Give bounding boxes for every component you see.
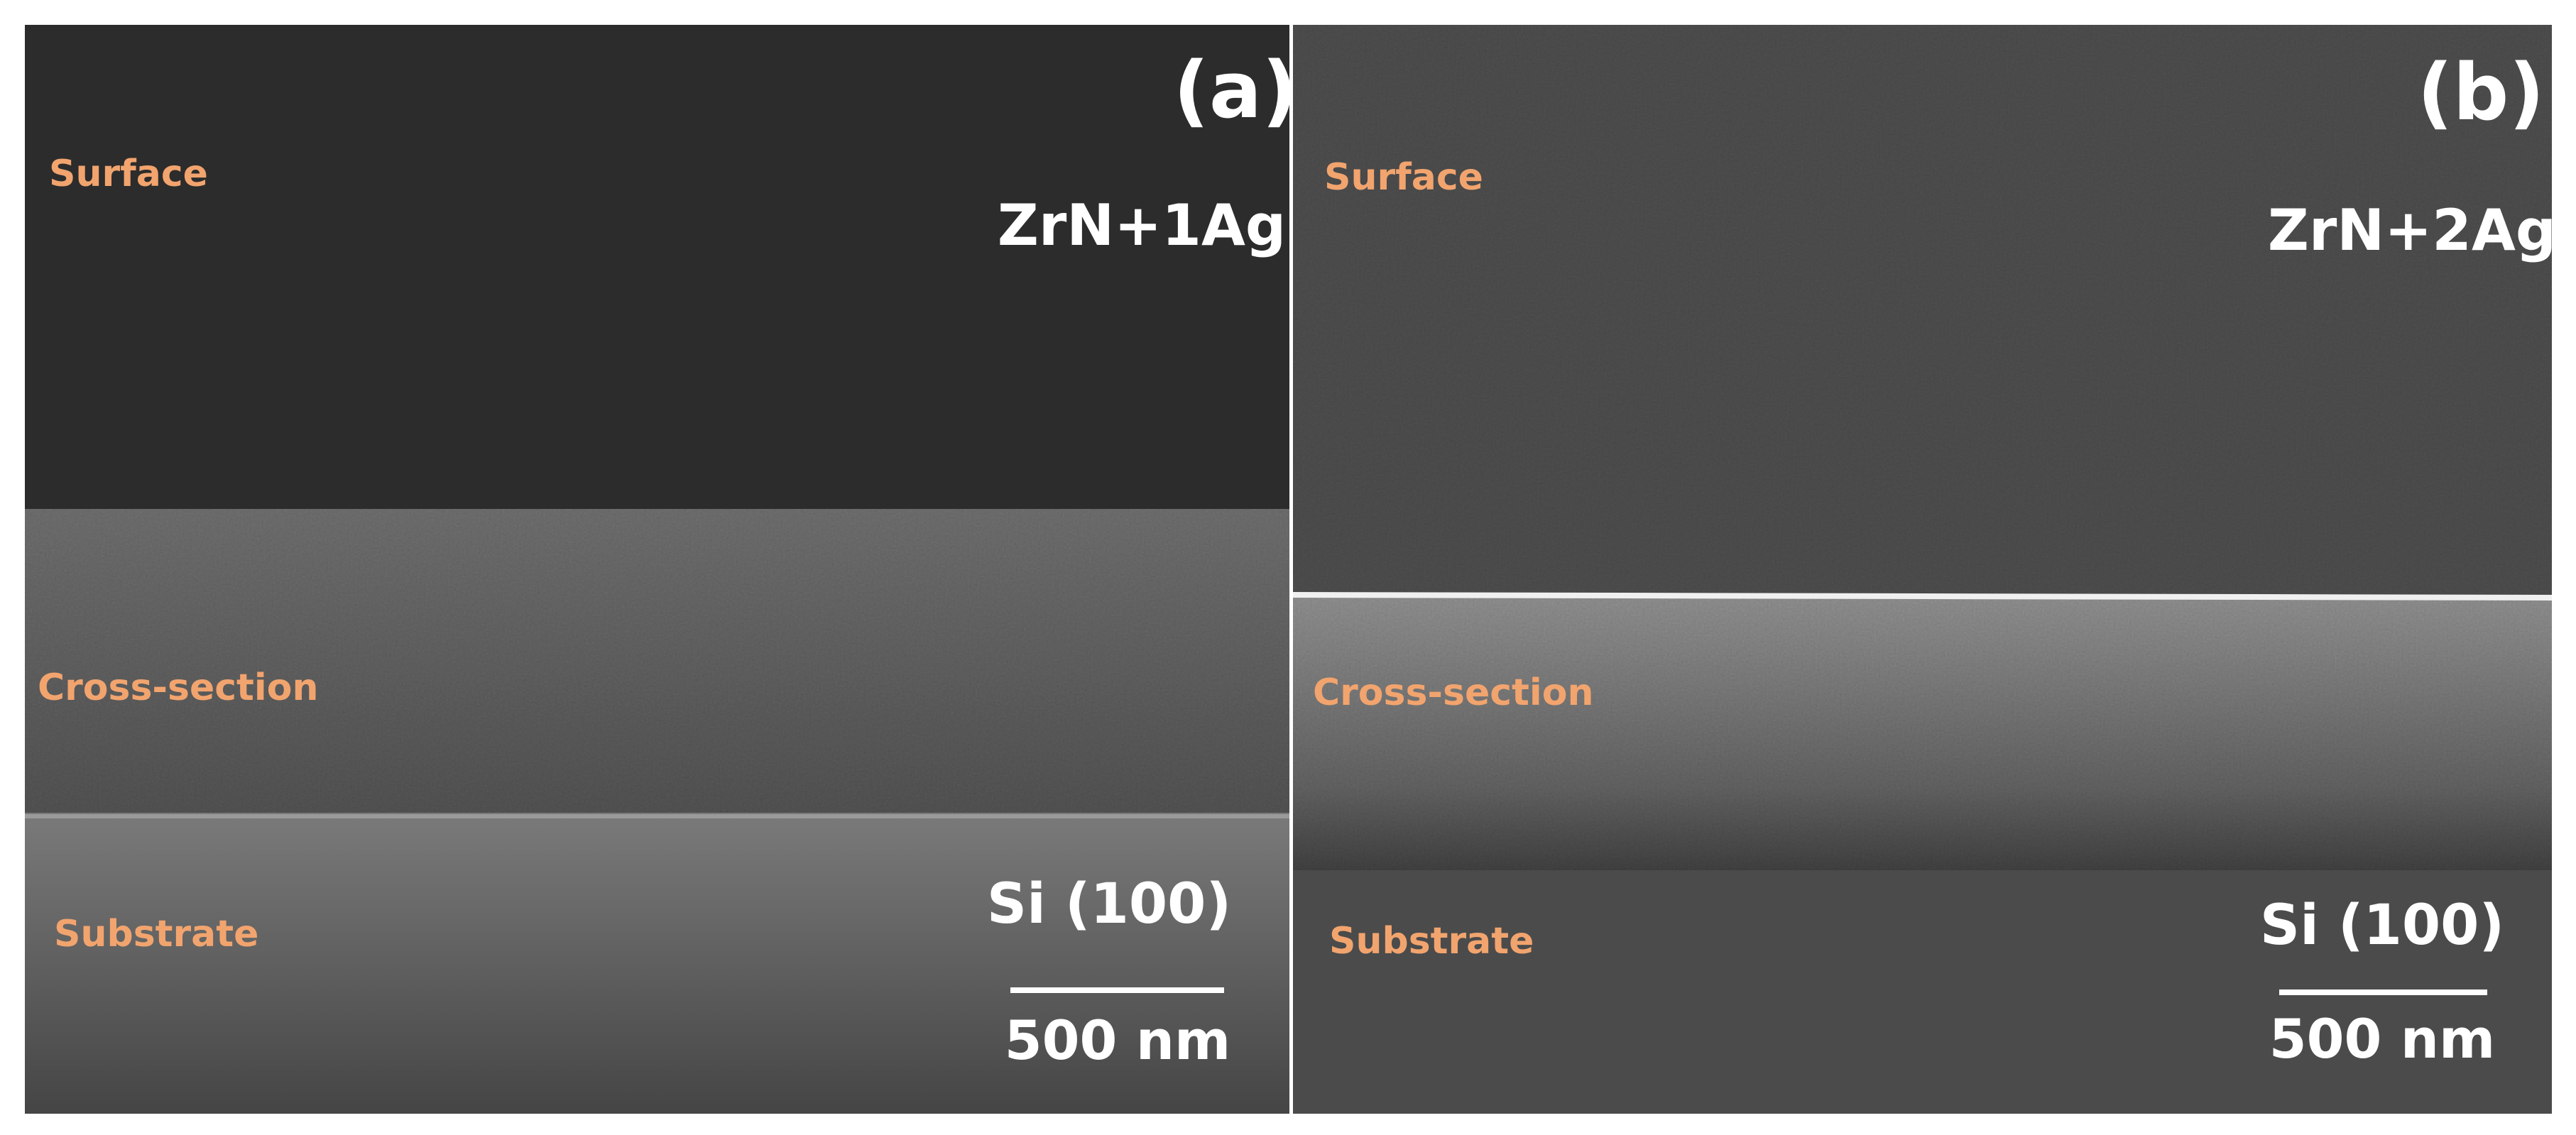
cross-section-layer bbox=[1293, 595, 2552, 870]
panel-b: (b) ZrN+2Ag Surface Cross-section Substr… bbox=[1292, 25, 2556, 1114]
scale-label: 500 nm bbox=[2269, 1007, 2495, 1070]
region-label: Cross-section bbox=[38, 667, 318, 709]
region-label: Substrate bbox=[54, 913, 258, 955]
substrate-label: Si (100) bbox=[2260, 894, 2504, 958]
substrate-label: Si (100) bbox=[987, 872, 1231, 936]
surface-edge bbox=[1292, 592, 2553, 601]
region-label: Substrate bbox=[1329, 920, 1534, 963]
substrate-layer bbox=[25, 813, 1289, 1114]
scale-label: 500 nm bbox=[1005, 1009, 1230, 1072]
sample-label: ZrN+2Ag bbox=[2268, 197, 2556, 263]
cross-section-layer bbox=[25, 509, 1289, 813]
region-label: Cross-section bbox=[1313, 671, 1593, 714]
region-label: Surface bbox=[1324, 156, 1483, 199]
surface-layer bbox=[25, 25, 1289, 509]
surface-layer bbox=[1293, 25, 2552, 595]
sample-label: ZrN+1Ag bbox=[998, 192, 1286, 258]
region-label: Surface bbox=[49, 153, 208, 195]
panel-a: (a) ZrN+1Ag Surface Cross-section Substr… bbox=[25, 25, 1297, 1114]
panel-label: (b) bbox=[2417, 47, 2544, 138]
panel-label: (a) bbox=[1174, 45, 1298, 136]
